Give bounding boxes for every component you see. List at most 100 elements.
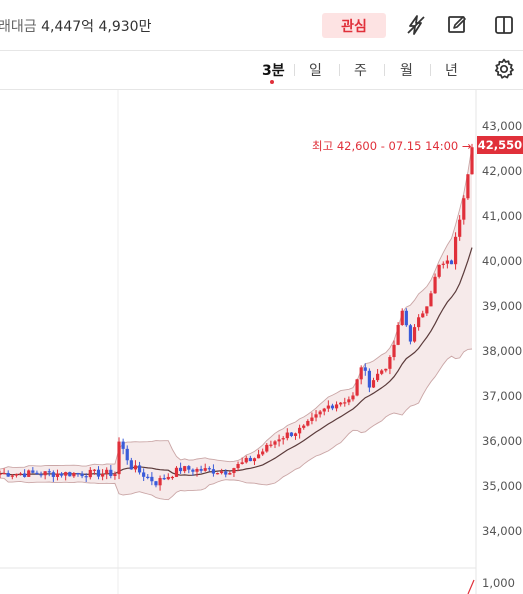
- candle-body: [429, 293, 433, 307]
- candle-body: [31, 470, 35, 473]
- flash-off-icon[interactable]: [404, 13, 428, 37]
- candle-body: [298, 427, 302, 434]
- candle-body: [220, 471, 224, 474]
- candle-body: [146, 476, 150, 478]
- candle-body: [39, 474, 43, 476]
- candle-body: [80, 473, 84, 477]
- candle-body: [166, 476, 170, 480]
- trade-amount: 래대금 4,447억 4,930만: [0, 16, 151, 36]
- candle-body: [35, 472, 39, 475]
- volume-bar: [467, 579, 475, 594]
- candle-body: [417, 317, 421, 328]
- candle-body: [400, 310, 404, 325]
- volume-axis-tick: 1,000: [482, 576, 515, 590]
- candle-body: [117, 441, 121, 475]
- candle-body: [441, 263, 445, 265]
- candle-body: [289, 432, 294, 436]
- candle-body: [252, 458, 257, 462]
- candle-body: [359, 367, 363, 380]
- candle-body: [261, 451, 265, 455]
- tab-separator: [430, 64, 431, 76]
- header-divider: [0, 50, 523, 51]
- tab-day[interactable]: 일: [309, 63, 322, 79]
- favorite-button[interactable]: 관심: [322, 13, 386, 38]
- candle-body: [310, 417, 314, 421]
- candle-body: [339, 402, 343, 405]
- y-axis-tick: 41,000: [482, 209, 523, 223]
- candle-body: [203, 468, 207, 471]
- candle-body: [109, 469, 113, 477]
- candle-body: [158, 478, 162, 486]
- tab-year[interactable]: 년: [445, 63, 458, 79]
- candle-body: [314, 414, 318, 418]
- split-view-icon[interactable]: [492, 13, 516, 37]
- candle-body: [187, 466, 191, 470]
- candlestick-chart[interactable]: [0, 90, 523, 594]
- candle-body: [445, 260, 449, 264]
- candle-body: [96, 469, 101, 477]
- candle-body: [355, 379, 359, 396]
- candle-body: [174, 467, 179, 477]
- candle-body: [351, 395, 355, 400]
- candle-body: [199, 468, 203, 471]
- tab-week[interactable]: 주: [354, 63, 367, 79]
- candle-body: [302, 425, 306, 428]
- candle-body: [318, 411, 322, 415]
- candle-body: [191, 469, 195, 472]
- trade-amount-value: 4,447억 4,930만: [41, 19, 152, 35]
- candle-body: [384, 368, 388, 371]
- candle-body: [363, 367, 367, 371]
- y-axis-tick: 43,000: [482, 119, 523, 133]
- candle-body: [27, 470, 31, 477]
- y-axis-tick: 35,000: [482, 479, 523, 493]
- edit-icon[interactable]: [445, 13, 469, 37]
- candle-body: [347, 399, 351, 403]
- candle-body: [137, 465, 142, 473]
- price-chart[interactable]: [0, 90, 523, 594]
- candle-body: [43, 471, 47, 476]
- y-axis-tick: 36,000: [482, 434, 523, 448]
- candle-body: [195, 468, 199, 472]
- candle-body: [133, 465, 138, 470]
- candle-body: [285, 432, 289, 439]
- y-axis-tick: 34,000: [482, 524, 523, 538]
- candle-body: [371, 380, 376, 388]
- candle-body: [113, 474, 117, 477]
- candle-body: [51, 472, 55, 477]
- candle-body: [228, 472, 232, 475]
- candle-body: [281, 438, 285, 440]
- tab-3min[interactable]: 3분: [262, 63, 285, 79]
- candle-body: [215, 473, 220, 475]
- candle-body: [244, 457, 248, 463]
- bollinger-lower-line: [0, 348, 473, 501]
- candle-body: [84, 476, 88, 478]
- candle-body: [404, 310, 408, 326]
- candle-body: [178, 467, 183, 472]
- candle-body: [59, 473, 64, 476]
- candle-body: [425, 306, 429, 314]
- bollinger-band-fill: [0, 146, 472, 500]
- candle-body: [449, 260, 454, 265]
- gear-icon[interactable]: [492, 57, 516, 81]
- y-axis-tick: 42,000: [482, 164, 523, 178]
- candle-body: [0, 473, 2, 475]
- candle-body: [462, 198, 466, 220]
- candle-body: [240, 462, 244, 464]
- candle-body: [236, 463, 240, 469]
- candle-body: [2, 473, 6, 475]
- current-price-badge: 42,550: [477, 136, 523, 154]
- candle-body: [68, 472, 72, 477]
- tab-month[interactable]: 월: [400, 63, 413, 79]
- candle-body: [101, 473, 105, 477]
- candle-body: [392, 344, 396, 358]
- candle-body: [376, 373, 380, 381]
- candle-body: [412, 327, 417, 342]
- candle-body: [64, 472, 68, 476]
- candle-body: [380, 370, 384, 374]
- candle-body: [232, 468, 236, 473]
- candle-body: [248, 457, 252, 462]
- candle-body: [207, 468, 211, 470]
- candle-body: [88, 469, 92, 478]
- trade-amount-label: 래대금: [0, 19, 37, 35]
- candle-body: [10, 475, 14, 477]
